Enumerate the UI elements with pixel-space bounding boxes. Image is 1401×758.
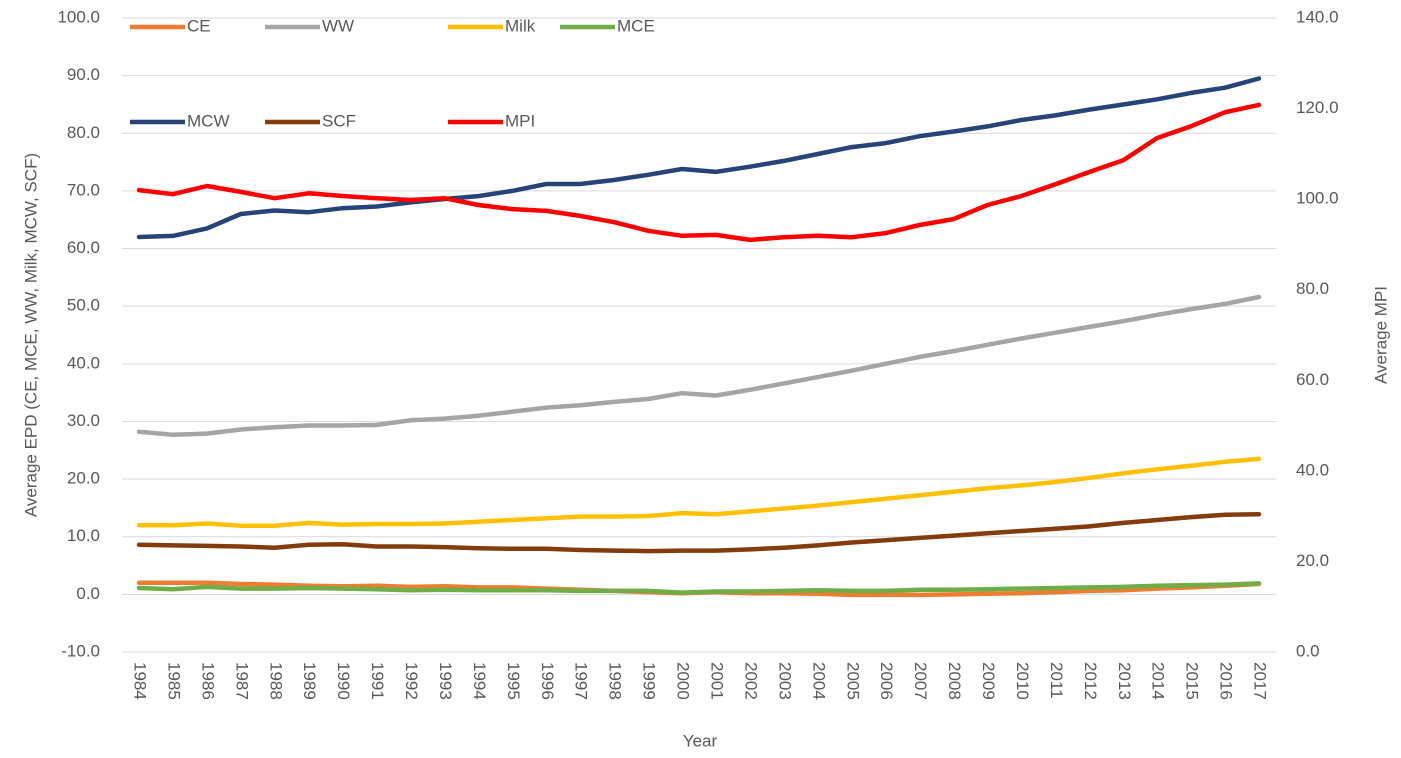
y2-tick-label: 120.0 xyxy=(1296,98,1339,117)
x-tick-label: 1997 xyxy=(572,662,591,700)
x-tick-label: 2006 xyxy=(877,662,896,700)
x-tick-label: 2007 xyxy=(911,662,930,700)
x-tick-label: 2011 xyxy=(1047,662,1066,699)
series-line xyxy=(136,102,1262,243)
x-tick-label: 2013 xyxy=(1115,662,1134,700)
y-tick-label: 90.0 xyxy=(67,65,100,84)
x-tick-label: 2010 xyxy=(1013,662,1032,700)
x-tick-label: 2008 xyxy=(945,662,964,700)
x-tick-label: 2014 xyxy=(1149,662,1168,700)
y2-tick-label: 20.0 xyxy=(1296,551,1329,570)
x-tick-label: 2003 xyxy=(775,662,794,700)
x-tick-label: 1987 xyxy=(232,662,251,700)
x-tick-label: 1995 xyxy=(504,662,523,700)
series-line xyxy=(136,511,1262,554)
x-tick-label: 1994 xyxy=(470,662,489,700)
x-tick-label: 2002 xyxy=(741,662,760,700)
legend-label: Milk xyxy=(505,16,536,35)
y2-tick-label: 140.0 xyxy=(1296,7,1339,26)
x-tick-label: 1990 xyxy=(334,662,353,700)
x-tick-label: 1986 xyxy=(198,662,217,700)
x-tick-label: 2017 xyxy=(1251,662,1270,700)
x-tick-label: 2004 xyxy=(809,662,828,700)
y-tick-label: 50.0 xyxy=(67,296,100,315)
y-tick-label: -10.0 xyxy=(61,641,100,660)
x-tick-label: 2001 xyxy=(707,662,726,700)
x-tick-label: 1985 xyxy=(164,662,183,700)
y2-tick-label: 60.0 xyxy=(1296,370,1329,389)
x-tick-label: 1998 xyxy=(606,662,625,700)
y-tick-label: 80.0 xyxy=(67,123,100,142)
x-tick-label: 2009 xyxy=(979,662,998,700)
y-tick-label: 100.0 xyxy=(57,7,100,26)
x-axis-title: Year xyxy=(683,731,718,750)
legend-label: CE xyxy=(187,16,211,35)
y-tick-label: 70.0 xyxy=(67,180,100,199)
y2-tick-label: 100.0 xyxy=(1296,189,1339,208)
legend-label: WW xyxy=(322,16,354,35)
series-line xyxy=(136,76,1262,240)
y-tick-label: 40.0 xyxy=(67,353,100,372)
y-tick-label: 20.0 xyxy=(67,469,100,488)
y-tick-label: 0.0 xyxy=(76,584,100,603)
series-line xyxy=(136,294,1262,437)
y2-axis-title: Average MPI xyxy=(1371,286,1390,384)
x-tick-label: 1988 xyxy=(266,662,285,700)
x-tick-label: 1993 xyxy=(436,662,455,700)
x-tick-label: 2015 xyxy=(1183,662,1202,700)
x-tick-label: 1984 xyxy=(130,662,149,700)
y-tick-label: 30.0 xyxy=(67,411,100,430)
y-axis-title: Average EPD (CE, MCE, WW, Milk, MCW, SCF… xyxy=(21,153,40,517)
legend-label: MCW xyxy=(187,111,229,130)
series-line xyxy=(136,581,1262,595)
x-tick-label: 1989 xyxy=(300,662,319,700)
y-tick-label: 10.0 xyxy=(67,526,100,545)
legend-label: SCF xyxy=(322,111,356,130)
x-tick-label: 2000 xyxy=(674,662,693,700)
legend-label: MCE xyxy=(617,16,655,35)
x-tick-label: 2016 xyxy=(1217,662,1236,700)
y2-tick-label: 40.0 xyxy=(1296,460,1329,479)
y2-tick-label: 0.0 xyxy=(1296,641,1320,660)
x-tick-label: 2012 xyxy=(1081,662,1100,700)
series-line xyxy=(136,456,1262,529)
x-tick-label: 1996 xyxy=(538,662,557,700)
x-tick-label: 1992 xyxy=(402,662,421,700)
y-tick-label: 60.0 xyxy=(67,238,100,257)
legend-label: MPI xyxy=(505,111,535,130)
x-tick-label: 2005 xyxy=(843,662,862,700)
y2-tick-label: 80.0 xyxy=(1296,279,1329,298)
x-tick-label: 1999 xyxy=(640,662,659,700)
x-tick-label: 1991 xyxy=(368,662,387,700)
